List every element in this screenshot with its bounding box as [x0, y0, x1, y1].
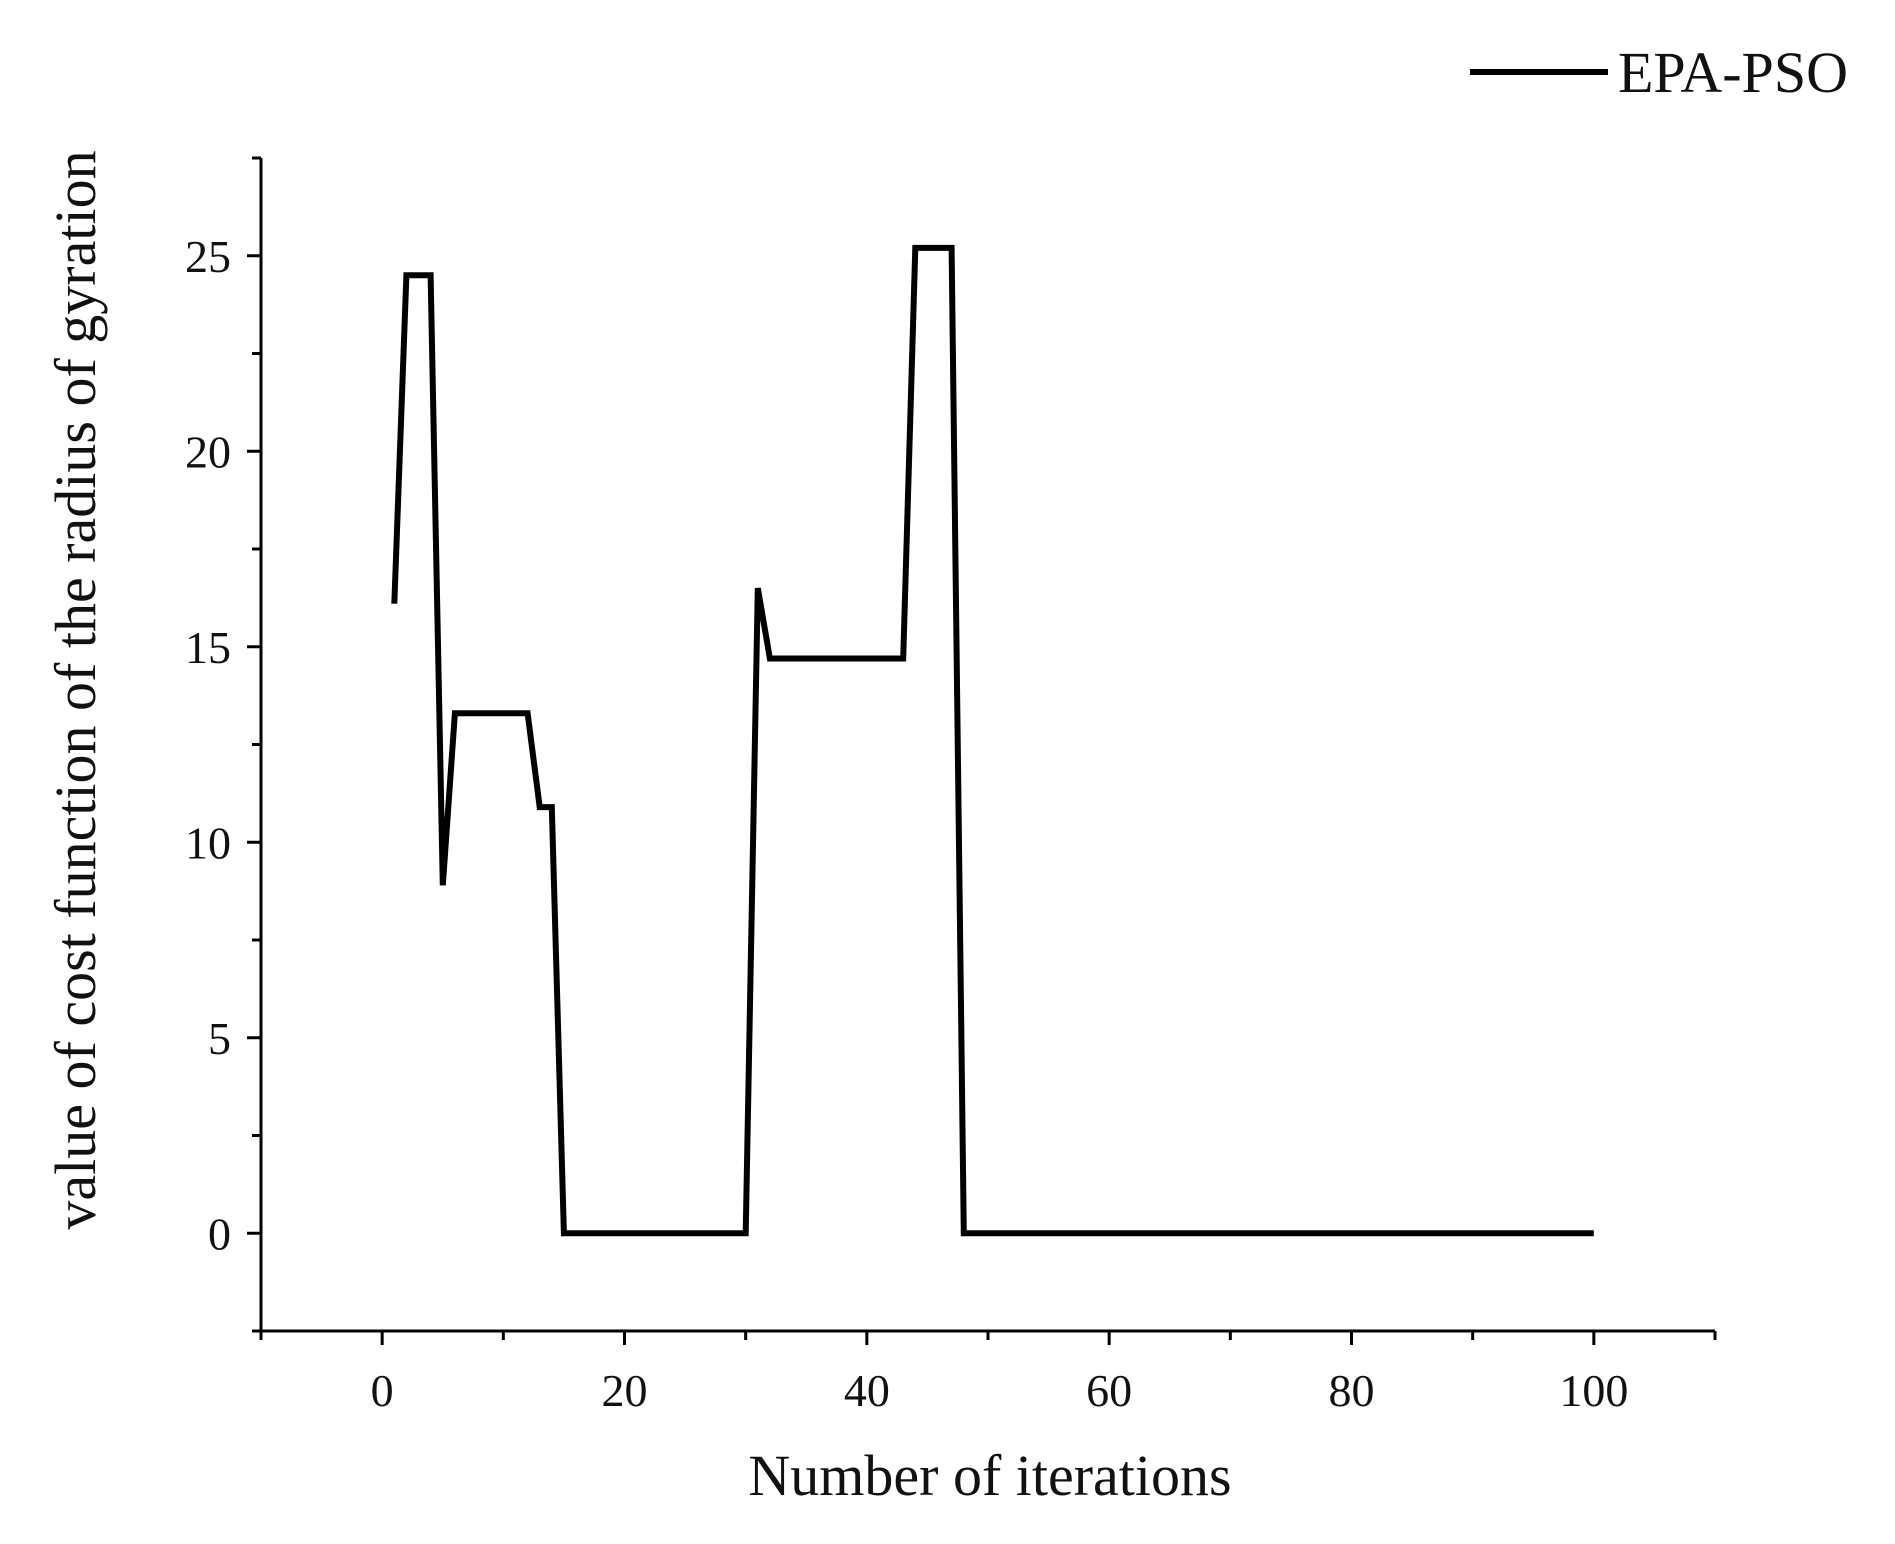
y-tick-label: 15: [185, 622, 231, 673]
y-tick-label: 25: [185, 231, 231, 282]
x-tick-label: 80: [1329, 1365, 1375, 1416]
x-axis-title: Number of iterations: [748, 1443, 1231, 1508]
x-tick-label: 60: [1086, 1365, 1132, 1416]
y-axis-title: value of cost function of the radius of …: [43, 150, 108, 1229]
y-tick-label: 5: [208, 1013, 231, 1064]
y-tick-label: 10: [185, 817, 231, 868]
y-tick-label: 0: [208, 1208, 231, 1259]
series-lines: [391, 244, 1594, 1237]
y-tick-label: 20: [185, 426, 231, 477]
x-tick-label: 40: [844, 1365, 890, 1416]
series-line-epa-pso: [391, 244, 1594, 1237]
ticks: 0 20 40 60 80 100 0 5 10 15 20 25: [185, 156, 1717, 1416]
x-tick-label: 20: [602, 1365, 648, 1416]
legend: EPA-PSO: [1470, 40, 1848, 105]
legend-label-epa-pso: EPA-PSO: [1618, 40, 1848, 105]
x-tick-label: 0: [371, 1365, 394, 1416]
x-tick-label: 100: [1559, 1365, 1628, 1416]
axes: [259, 158, 1715, 1333]
